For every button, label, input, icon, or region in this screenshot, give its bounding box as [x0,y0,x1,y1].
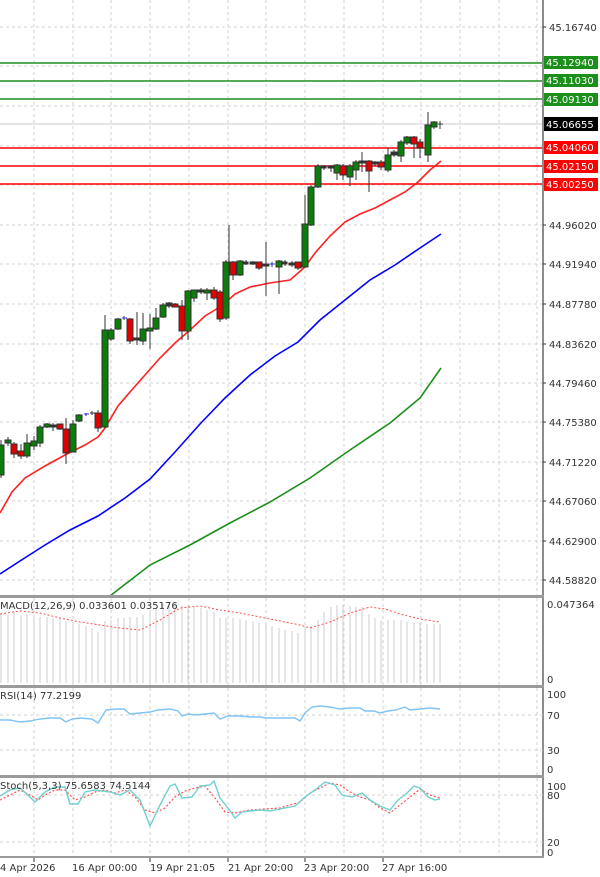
price-tick-5: 44.83620 [549,340,597,351]
macd-axis-zero: 0 [547,675,553,686]
price-tick-2: 44.96020 [549,221,597,232]
stoch-axis-0: 0 [547,848,553,859]
price-tick-7: 44.75380 [549,418,597,429]
svg-text:45.12940: 45.12940 [546,58,594,69]
price-axis[interactable]: 45.16740 45.08500 44.96020 44.91940 44.8… [543,23,597,587]
support-tag-2[interactable]: 45.02150 [544,160,598,173]
stoch-main-line [0,779,441,828]
price-tick-9: 44.67060 [549,497,597,508]
macd-axis-top: 0.047364 [547,600,595,611]
svg-text:45.02150: 45.02150 [546,162,594,173]
support-tag-1[interactable]: 45.04060 [544,141,598,154]
svg-text:45.09130: 45.09130 [546,95,594,106]
price-tick-6: 44.79460 [549,379,597,390]
price-tick-0: 45.16740 [549,23,597,34]
rsi-axis-30: 30 [547,746,560,757]
time-axis[interactable]: 4 Apr 2026 16 Apr 00:00 19 Apr 21:05 21 … [0,858,447,874]
separator-rsi-stoch[interactable] [0,775,544,778]
price-tick-11: 44.58820 [549,576,597,587]
resistance-levels [0,62,543,100]
price-tick-10: 44.62900 [549,537,597,548]
rsi-axis-0: 0 [547,765,553,776]
price-tick-8: 44.71220 [549,458,597,469]
macd-histogram [0,603,441,683]
time-tick-2: 19 Apr 21:05 [150,863,215,874]
resistance-tag-3[interactable]: 45.09130 [544,93,598,106]
chart-bottom-border [0,856,544,858]
time-tick-0: 4 Apr 2026 [0,863,55,874]
resistance-tag-1[interactable]: 45.12940 [544,56,598,69]
svg-text:45.00250: 45.00250 [546,180,594,191]
stoch-label: Stoch(5,3,3) 75.6583 74.5144 [0,781,151,792]
ma-slow-line [109,367,442,597]
macd-label: MACD(12,26,9) 0.033601 0.035176 [0,601,178,612]
stoch-grid [0,778,543,856]
rsi-line [0,705,441,724]
support-levels [0,147,543,185]
price-tick-4: 44.87780 [549,300,597,311]
price-tick-3: 44.91940 [549,260,597,271]
price-grid [0,0,543,595]
stoch-axis-100: 100 [547,782,566,793]
svg-text:45.11030: 45.11030 [546,76,594,87]
rsi-axis-70: 70 [547,711,560,722]
time-tick-5: 27 Apr 16:00 [382,863,447,874]
rsi-axis-100: 100 [547,690,566,701]
svg-text:45.06655: 45.06655 [546,120,594,131]
time-tick-1: 16 Apr 00:00 [72,863,137,874]
stoch-axis-20: 20 [547,838,560,849]
time-tick-4: 23 Apr 20:00 [304,863,369,874]
resistance-tag-2[interactable]: 45.11030 [544,74,598,87]
rsi-grid [0,688,543,775]
stoch-axis-80: 80 [547,791,560,802]
macd-signal-line [0,605,441,631]
separator-macd-rsi[interactable] [0,685,544,688]
svg-text:45.04060: 45.04060 [546,143,594,154]
candles [0,112,443,478]
separator-price-macd[interactable] [0,595,544,598]
time-tick-3: 21 Apr 20:00 [228,863,293,874]
ma-medium-line [0,233,442,575]
rsi-label: RSI(14) 77.2199 [0,691,81,702]
current-price-tag[interactable]: 45.06655 [544,117,598,131]
support-tag-3[interactable]: 45.00250 [544,178,598,191]
